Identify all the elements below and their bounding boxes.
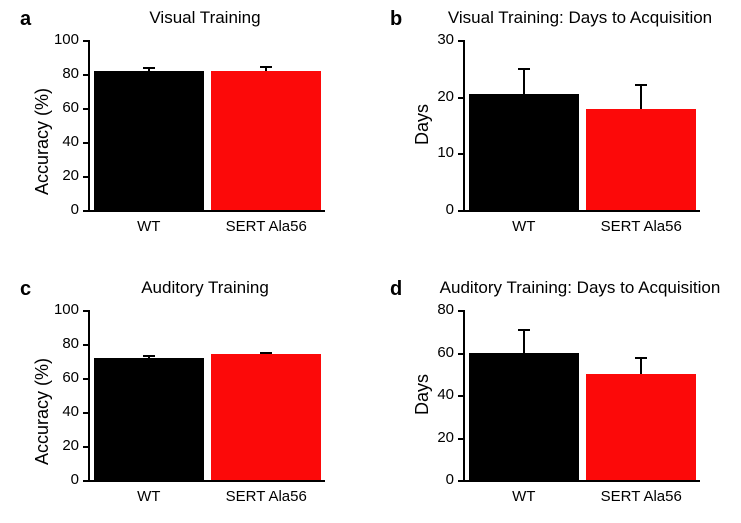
bar-b-0 xyxy=(469,94,579,210)
bar-a-0 xyxy=(94,71,204,210)
bar-d-0 xyxy=(469,353,579,481)
ytick xyxy=(83,378,88,380)
xtick-label: SERT Ala56 xyxy=(226,218,307,235)
x-axis xyxy=(88,480,325,482)
xtick-label: SERT Ala56 xyxy=(601,488,682,505)
x-axis xyxy=(88,210,325,212)
bar-d-1 xyxy=(586,374,696,480)
ytick-label: 30 xyxy=(418,31,454,48)
panel-title-a: Visual Training xyxy=(149,8,260,28)
ytick xyxy=(83,210,88,212)
ytick xyxy=(458,310,463,312)
xtick-label: SERT Ala56 xyxy=(601,218,682,235)
ytick-label: 40 xyxy=(418,386,454,403)
panel-letter-d: d xyxy=(390,278,402,301)
ytick xyxy=(83,142,88,144)
errorbar xyxy=(523,68,525,94)
ytick xyxy=(458,153,463,155)
ytick-label: 60 xyxy=(43,99,79,116)
ytick-label: 0 xyxy=(418,201,454,218)
errorbar-cap xyxy=(260,66,272,68)
ytick-label: 20 xyxy=(43,437,79,454)
ytick-label: 60 xyxy=(43,369,79,386)
xtick-label: WT xyxy=(512,488,535,505)
ytick-label: 0 xyxy=(43,201,79,218)
errorbar-cap xyxy=(143,355,155,357)
ytick-label: 80 xyxy=(43,65,79,82)
ytick-label: 20 xyxy=(418,88,454,105)
ytick-label: 10 xyxy=(418,144,454,161)
ytick xyxy=(458,480,463,482)
bar-a-1 xyxy=(211,71,321,210)
x-axis xyxy=(463,210,700,212)
panel-letter-b: b xyxy=(390,8,402,31)
bar-b-1 xyxy=(586,109,696,210)
panel-letter-a: a xyxy=(20,8,31,31)
figure: aVisual TrainingAccuracy (%)020406080100… xyxy=(0,0,741,523)
errorbar-cap xyxy=(143,67,155,69)
ytick xyxy=(83,412,88,414)
ytick xyxy=(83,344,88,346)
ytick-label: 100 xyxy=(43,301,79,318)
ytick-label: 40 xyxy=(43,403,79,420)
x-axis xyxy=(463,480,700,482)
ytick xyxy=(458,210,463,212)
panel-letter-c: c xyxy=(20,278,31,301)
panel-title-c: Auditory Training xyxy=(141,278,269,298)
errorbar-cap xyxy=(635,357,647,359)
ytick-label: 20 xyxy=(43,167,79,184)
ytick xyxy=(83,176,88,178)
ytick xyxy=(458,438,463,440)
y-axis xyxy=(463,40,465,212)
ytick xyxy=(83,310,88,312)
ytick xyxy=(83,40,88,42)
y-axis xyxy=(88,40,90,212)
errorbar xyxy=(640,84,642,110)
ytick-label: 0 xyxy=(43,471,79,488)
ytick xyxy=(83,108,88,110)
errorbar-cap xyxy=(635,84,647,86)
bar-c-1 xyxy=(211,354,321,480)
ytick xyxy=(458,40,463,42)
ytick-label: 0 xyxy=(418,471,454,488)
ytick-label: 80 xyxy=(418,301,454,318)
ytick-label: 60 xyxy=(418,344,454,361)
ytick-label: 80 xyxy=(43,335,79,352)
ytick-label: 100 xyxy=(43,31,79,48)
panel-title-b: Visual Training: Days to Acquisition xyxy=(448,8,712,28)
xtick-label: SERT Ala56 xyxy=(226,488,307,505)
ytick xyxy=(458,395,463,397)
errorbar-cap xyxy=(260,352,272,354)
plot-b: 0102030WTSERT Ala56 xyxy=(465,40,700,210)
xtick-label: WT xyxy=(137,218,160,235)
ytick-label: 20 xyxy=(418,429,454,446)
y-axis xyxy=(463,310,465,482)
xtick-label: WT xyxy=(512,218,535,235)
errorbar-cap xyxy=(518,329,530,331)
errorbar xyxy=(523,329,525,352)
ytick xyxy=(83,446,88,448)
ytick-label: 40 xyxy=(43,133,79,150)
xtick-label: WT xyxy=(137,488,160,505)
y-axis xyxy=(88,310,90,482)
ytick xyxy=(83,74,88,76)
ytick xyxy=(458,97,463,99)
ytick xyxy=(458,353,463,355)
plot-d: 020406080WTSERT Ala56 xyxy=(465,310,700,480)
panel-title-d: Auditory Training: Days to Acquisition xyxy=(440,278,721,298)
ytick xyxy=(83,480,88,482)
ylabel-b: Days xyxy=(412,104,433,145)
plot-c: 020406080100WTSERT Ala56 xyxy=(90,310,325,480)
bar-c-0 xyxy=(94,358,204,480)
plot-a: 020406080100WTSERT Ala56 xyxy=(90,40,325,210)
errorbar-cap xyxy=(518,68,530,70)
errorbar xyxy=(640,357,642,374)
